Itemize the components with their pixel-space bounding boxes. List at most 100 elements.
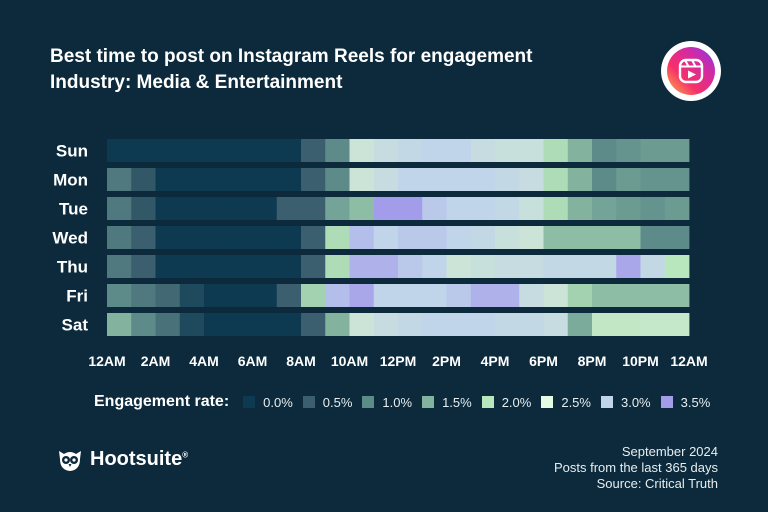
heatmap-cell	[495, 139, 520, 162]
heatmap-cell	[567, 284, 593, 307]
heatmap-cell	[252, 313, 278, 336]
heatmap-cell	[567, 255, 593, 278]
heatmap-cell	[519, 139, 544, 162]
instagram-reels-icon	[661, 41, 721, 101]
heatmap-cell	[422, 226, 447, 249]
heatmap-cell	[640, 197, 666, 220]
heatmap-cell	[301, 313, 326, 336]
heatmap-cell	[179, 313, 205, 336]
heatmap-cell	[276, 226, 302, 249]
heatmap-cell	[373, 197, 399, 220]
heatmap-cell	[470, 255, 496, 278]
chart-subtitle: Industry: Media & Entertainment	[50, 72, 343, 93]
heatmap-cell	[470, 226, 496, 249]
heatmap-cell	[349, 255, 375, 278]
heatmap-cell	[325, 284, 350, 307]
heatmap-cell	[470, 313, 496, 336]
brand: Hootsuite®	[56, 445, 188, 473]
legend-item: 2.5%	[541, 395, 591, 410]
legend-label: 1.5%	[442, 394, 472, 410]
heatmap-cell	[228, 255, 253, 278]
footnote-period: Posts from the last 365 days	[553, 460, 718, 475]
heatmap-cell	[495, 313, 520, 336]
heatmap-cell	[131, 168, 156, 191]
row-label: Fri	[66, 287, 88, 306]
heatmap-cell	[640, 226, 666, 249]
heatmap-cell	[446, 255, 472, 278]
heatmap-cell	[301, 168, 326, 191]
heatmap-cell	[664, 255, 690, 278]
heatmap-cell	[543, 197, 569, 220]
x-tick-label: 12PM	[380, 353, 417, 369]
heatmap-cell	[228, 139, 253, 162]
heatmap-cell	[325, 168, 350, 191]
row-label: Thu	[57, 258, 88, 277]
heatmap-cell	[470, 139, 496, 162]
heatmap-cell	[131, 313, 156, 336]
heatmap-cell	[592, 255, 617, 278]
heatmap-cell	[446, 139, 472, 162]
heatmap-cell	[252, 284, 278, 307]
heatmap-cell	[349, 284, 375, 307]
heatmap-cell	[301, 139, 326, 162]
heatmap-cell	[495, 197, 520, 220]
heatmap-cell	[107, 313, 132, 336]
heatmap-cell	[107, 284, 132, 307]
heatmap-cell	[131, 226, 156, 249]
heatmap-cell	[543, 255, 569, 278]
legend-label: 3.5%	[680, 394, 711, 410]
heatmap-cell	[543, 284, 569, 307]
owl-logo-icon	[59, 451, 81, 471]
x-tick-label: 10AM	[331, 353, 368, 369]
chart-title: Best time to post on Instagram Reels for…	[50, 46, 533, 67]
heatmap-cell	[422, 197, 447, 220]
x-tick-label: 2PM	[432, 353, 461, 369]
heatmap-cell	[131, 139, 156, 162]
heatmap-cell	[228, 197, 253, 220]
heatmap-cell	[325, 255, 350, 278]
row-label: Sat	[62, 316, 89, 335]
heatmap-cell	[446, 284, 472, 307]
heatmap-cell	[155, 139, 181, 162]
heatmap-cell	[325, 313, 350, 336]
heatmap-cell	[131, 284, 156, 307]
heatmap-cell	[252, 168, 278, 191]
heatmap-cell	[373, 226, 399, 249]
heatmap-cell	[179, 197, 205, 220]
heatmap-cell	[519, 255, 544, 278]
heatmap-cell	[519, 226, 544, 249]
heatmap-cell	[301, 255, 326, 278]
heatmap-cell	[616, 226, 641, 249]
heatmap-cell	[422, 284, 447, 307]
heatmap-cell	[543, 168, 569, 191]
legend-label: 3.0%	[620, 394, 651, 410]
heatmap-cell	[252, 139, 278, 162]
legend-swatch	[600, 396, 613, 408]
heatmap-cell	[398, 168, 423, 191]
legend-label: 2.5%	[561, 394, 591, 410]
heatmap-cell	[276, 284, 302, 307]
legend-item: 3.5%	[660, 394, 711, 410]
legend-label: 2.0%	[501, 394, 532, 410]
x-tick-label: 2AM	[141, 353, 171, 369]
heatmap-cell	[398, 313, 423, 336]
heatmap-cell	[107, 255, 132, 278]
legend-item: 0.0%	[243, 395, 293, 410]
heatmap-cell	[276, 313, 302, 336]
legend-item: 2.0%	[481, 394, 532, 410]
heatmap-cell	[543, 139, 569, 162]
heatmap-cell	[470, 284, 496, 307]
heatmap-cell	[470, 168, 496, 191]
heatmap-cell	[155, 226, 181, 249]
heatmap-cell	[664, 284, 690, 307]
heatmap-cell	[616, 139, 641, 162]
heatmap-cell	[204, 197, 229, 220]
heatmap-cell	[228, 226, 253, 249]
legend-label: 0.5%	[322, 394, 353, 410]
heatmap-cell	[422, 168, 447, 191]
legend-label: 1.0%	[382, 394, 413, 410]
heatmap-cell	[640, 284, 666, 307]
heatmap-cell	[640, 139, 666, 162]
heatmap-cell	[495, 284, 520, 307]
heatmap-cell	[495, 255, 520, 278]
